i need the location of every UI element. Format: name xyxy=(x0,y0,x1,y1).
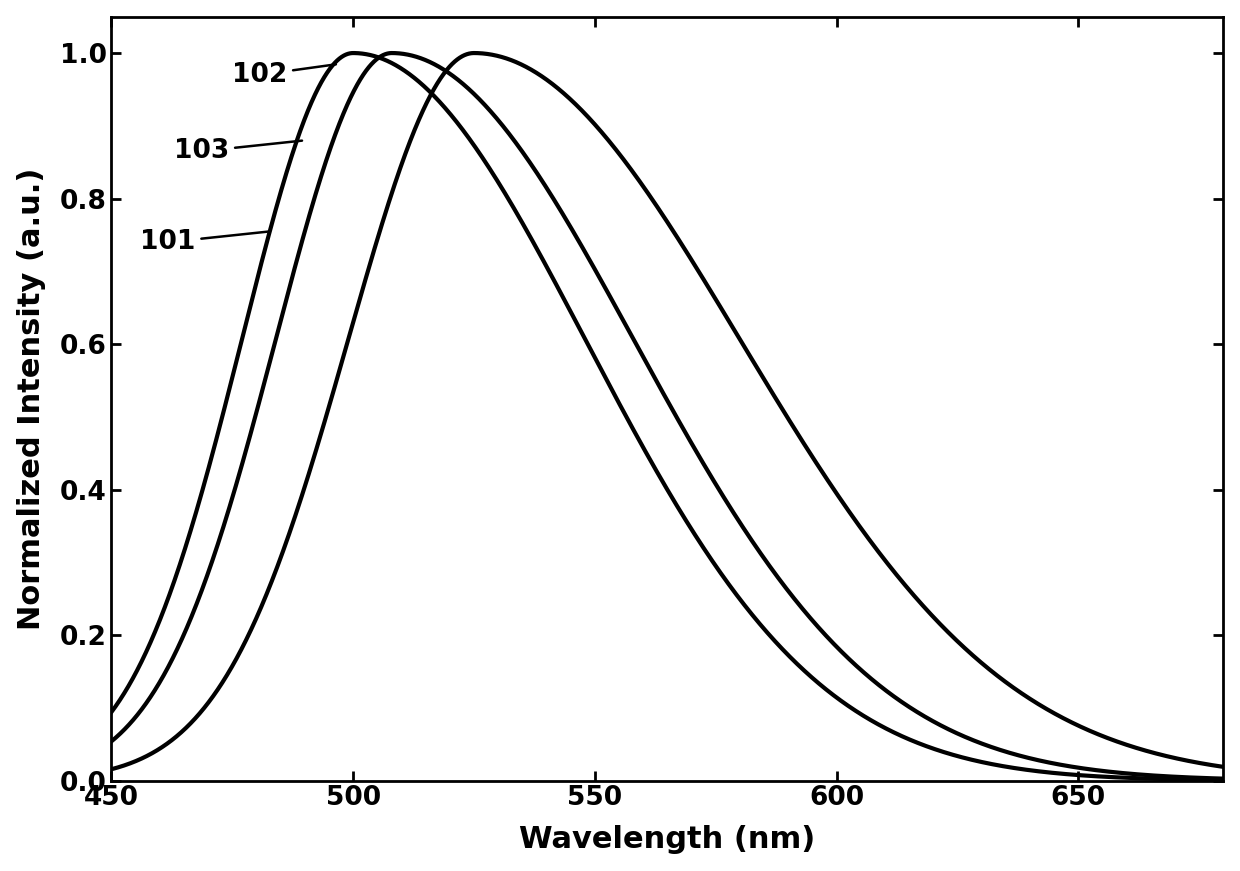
X-axis label: Wavelength (nm): Wavelength (nm) xyxy=(520,826,816,854)
Text: 102: 102 xyxy=(232,62,336,88)
Text: 103: 103 xyxy=(175,138,303,165)
Y-axis label: Normalized Intensity (a.u.): Normalized Intensity (a.u.) xyxy=(16,167,46,630)
Text: 101: 101 xyxy=(140,229,268,255)
